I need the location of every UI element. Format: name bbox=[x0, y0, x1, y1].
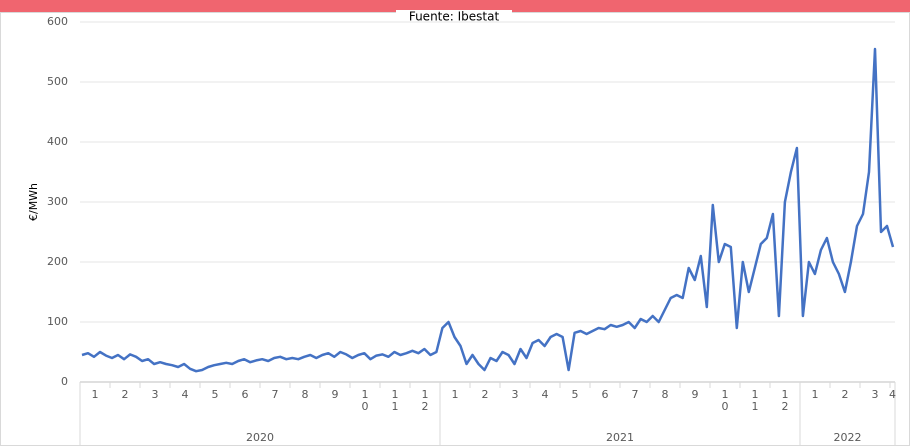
x-tick-label: 9 bbox=[691, 388, 699, 401]
y-tick-label: 200 bbox=[47, 255, 68, 268]
x-tick-label: 5 bbox=[571, 388, 579, 401]
y-tick-label: 300 bbox=[47, 195, 68, 208]
x-tick-label: 5 bbox=[211, 388, 219, 401]
x-tick-label: 10 bbox=[721, 388, 729, 413]
y-axis-label: €/MWh bbox=[27, 183, 40, 221]
y-tick-label: 500 bbox=[47, 75, 68, 88]
x-tick-label: 3 bbox=[871, 388, 879, 401]
x-tick-label: 2 bbox=[841, 388, 849, 401]
chart-title: Fuente: Ibestat bbox=[409, 10, 500, 24]
header-bar bbox=[0, 0, 910, 12]
x-tick-label: 4 bbox=[541, 388, 549, 401]
x-tick-label: 4 bbox=[181, 388, 189, 401]
y-tick-label: 600 bbox=[47, 15, 68, 28]
x-tick-label: 7 bbox=[631, 388, 639, 401]
year-label: 2022 bbox=[834, 431, 862, 444]
x-tick-label: 2 bbox=[121, 388, 129, 401]
x-tick-label: 2 bbox=[481, 388, 489, 401]
x-tick-label: 3 bbox=[511, 388, 519, 401]
x-tick-label: 8 bbox=[301, 388, 309, 401]
x-tick-label: 10 bbox=[361, 388, 369, 413]
x-tick-label: 1 bbox=[811, 388, 819, 401]
x-tick-label: 7 bbox=[271, 388, 279, 401]
y-tick-label: 400 bbox=[47, 135, 68, 148]
y-tick-label: 0 bbox=[61, 375, 68, 388]
x-tick-label: 12 bbox=[421, 388, 429, 413]
price-line bbox=[81, 47, 895, 373]
x-tick-label: 4 bbox=[889, 388, 896, 401]
x-tick-label: 1 bbox=[91, 388, 99, 401]
year-label: 2021 bbox=[606, 431, 634, 444]
x-tick-label: 9 bbox=[331, 388, 339, 401]
x-tick-label: 12 bbox=[781, 388, 789, 413]
x-tick-label: 6 bbox=[601, 388, 609, 401]
x-tick-label: 11 bbox=[391, 388, 399, 413]
y-tick-label: 100 bbox=[47, 315, 68, 328]
x-tick-label: 3 bbox=[151, 388, 159, 401]
title-bg bbox=[396, 10, 512, 24]
x-tick-label: 8 bbox=[661, 388, 669, 401]
x-tick-label: 6 bbox=[241, 388, 249, 401]
x-tick-label: 1 bbox=[451, 388, 459, 401]
x-tick-label: 11 bbox=[751, 388, 759, 413]
year-label: 2020 bbox=[246, 431, 274, 444]
